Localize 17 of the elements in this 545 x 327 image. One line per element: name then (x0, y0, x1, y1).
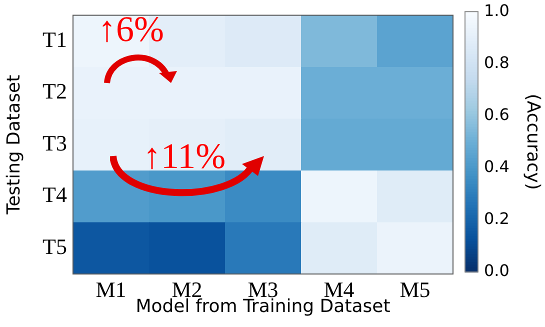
y-tick-label: T2 (42, 78, 67, 104)
y-tick-label: T1 (42, 26, 67, 52)
color-bar-label: 1.0 (484, 0, 510, 20)
color-bar-label: 0.4 (484, 156, 510, 176)
y-tick-label: T4 (42, 182, 67, 208)
x-tick-label: M5 (400, 276, 430, 302)
x-tick-label: M1 (96, 276, 126, 302)
color-bar-label: 0.0 (484, 261, 510, 280)
color-bar-label: 0.6 (484, 104, 510, 124)
color-bar-title: (Accuracy) (522, 94, 544, 190)
y-axis-title: Testing Dataset (3, 74, 24, 216)
annotation: ↑6% (98, 9, 164, 49)
y-tick-label: T3 (42, 130, 67, 156)
y-tick-label: T5 (42, 234, 67, 259)
color-bar-label: 0.2 (484, 209, 510, 228)
color-bar-label: 0.8 (484, 52, 510, 72)
annotation: ↑11% (143, 136, 226, 176)
